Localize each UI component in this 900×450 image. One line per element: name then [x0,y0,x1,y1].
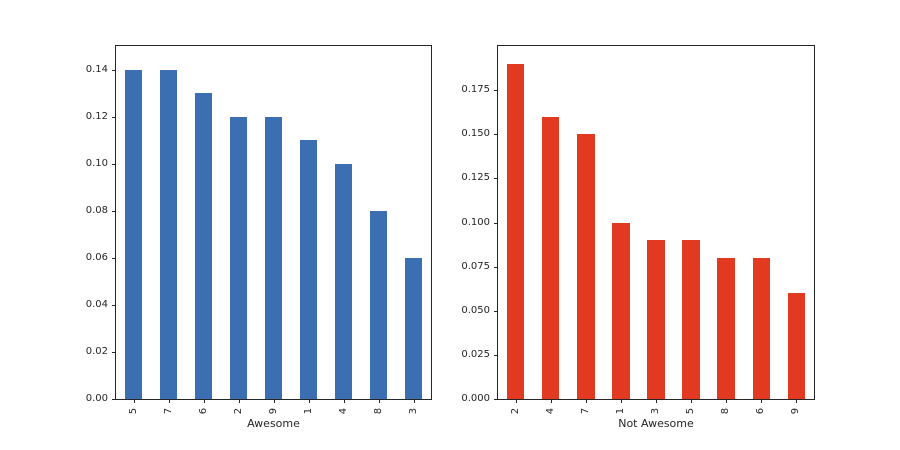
not-awesome-axis-label: Not Awesome [618,417,694,430]
y-tick-mark [494,90,498,92]
x-tick-label: 2 [509,407,521,415]
y-tick-mark [112,116,116,118]
x-tick-label: 9 [790,407,802,415]
y-tick-label: 0.050 [461,304,490,316]
y-tick-label: 0.10 [85,157,108,169]
x-tick-label: 8 [720,407,732,415]
y-tick-label: 0.025 [461,348,490,360]
y-tick-label: 0.125 [461,172,490,184]
y-tick-label: 0.04 [85,298,108,310]
y-tick-mark [494,310,498,312]
bar [299,140,318,399]
awesome-plot-area: 0.00 0.02 0.04 0.06 0.08 0.10 0.12 0.14 5 7 6 2 9 1 4 8… [86,45,432,414]
x-tick-mark [620,399,622,403]
bar [752,257,771,399]
x-tick-label: 7 [162,407,174,415]
y-tick-label: 0.08 [85,204,108,216]
bar [229,116,248,399]
x-tick-label: 4 [544,407,556,415]
y-tick-label: 0.075 [461,260,490,272]
x-tick-mark [203,399,205,403]
bar [506,63,525,399]
x-tick-mark [168,399,170,403]
x-tick-label: 6 [197,407,209,415]
subplot-not-awesome: 0.000 0.025 0.050 0.075 0.100 0.125 0.150 0.175… [461,45,815,430]
x-tick-mark [308,399,310,403]
bar [369,210,388,399]
y-tick-label: 0.175 [461,84,490,96]
x-tick-mark [726,399,728,403]
y-tick-label: 0.06 [85,251,108,263]
y-tick-label: 0.00 [85,393,108,404]
y-tick-label: 0.12 [85,110,108,122]
awesome-axis-label: Awesome [247,417,300,430]
x-tick-mark [378,399,380,403]
bar [787,293,806,399]
y-tick-label: 0.02 [85,345,108,357]
bar [682,240,700,399]
x-tick-label: 5 [127,407,139,415]
bar [647,240,665,399]
bar [541,116,560,399]
bar [577,134,595,399]
y-tick-mark [112,210,116,212]
x-tick-mark [585,399,587,403]
y-tick-mark [494,354,498,356]
x-tick-mark [691,399,693,403]
bar [612,222,630,399]
x-tick-label: 8 [372,407,384,415]
y-tick-mark [112,257,116,259]
y-tick-mark [494,266,498,268]
x-tick-mark [761,399,763,403]
bar [124,69,143,399]
y-tick-label: 0.000 [461,393,490,404]
y-tick-mark [112,351,116,353]
bar [264,116,283,399]
x-tick-label: 3 [650,407,661,415]
x-tick-mark [238,399,240,403]
bar [194,93,213,399]
subplot-awesome: 0.00 0.02 0.04 0.06 0.08 0.10 0.12 0.14 5 7 6 2 9 1 4 8… [86,45,432,430]
y-tick-mark [112,304,116,306]
y-tick-mark [112,163,116,165]
y-tick-mark [112,399,116,400]
x-tick-mark [343,399,345,403]
x-tick-label: 7 [579,407,591,415]
x-tick-mark [515,399,517,403]
x-tick-mark [550,399,552,403]
bar [404,257,423,399]
x-tick-label: 3 [407,407,419,415]
x-tick-mark [656,399,657,403]
x-tick-label: 5 [685,407,697,415]
y-tick-mark [494,178,498,180]
x-tick-mark [273,399,275,403]
bar [159,69,178,399]
y-tick-mark [494,134,498,136]
bar [334,163,353,399]
x-tick-label: 1 [614,407,626,415]
x-tick-label: 6 [755,407,767,415]
y-tick-label: 0.14 [85,63,108,75]
y-tick-mark [112,69,116,71]
x-tick-label: 4 [337,407,349,415]
y-tick-label: 0.100 [461,216,490,228]
y-tick-mark [494,399,498,400]
x-tick-label: 2 [232,407,244,415]
not-awesome-plot-area: 0.000 0.025 0.050 0.075 0.100 0.125 0.150 0.175… [461,45,815,414]
x-tick-mark [796,399,798,403]
y-tick-mark [494,222,498,224]
x-tick-mark [133,399,135,403]
x-tick-mark [413,399,415,403]
y-tick-label: 0.150 [461,128,490,140]
x-tick-label: 1 [302,407,314,415]
bar [717,257,735,399]
x-tick-label: 9 [267,407,279,415]
